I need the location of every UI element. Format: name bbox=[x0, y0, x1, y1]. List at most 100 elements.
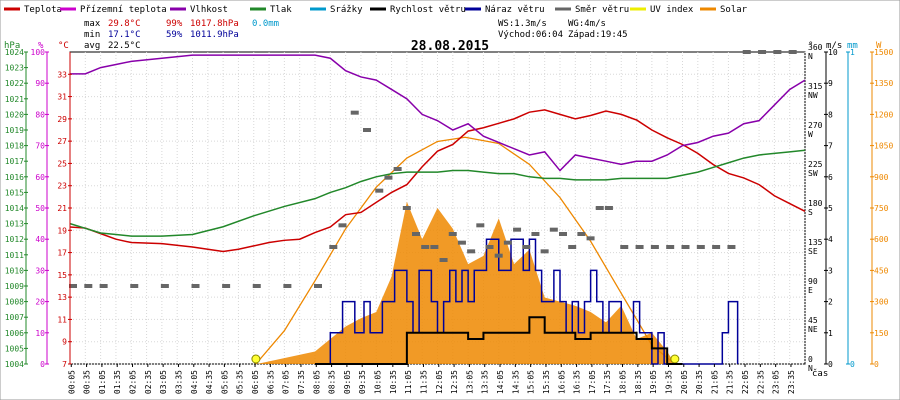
humidity-axis-tick-label: 90 bbox=[35, 79, 45, 88]
stat-min-press: 1011.9hPa bbox=[190, 30, 239, 40]
pressure-axis-tick-label: 1021 bbox=[5, 95, 24, 104]
direction-compass-label: N bbox=[808, 364, 813, 373]
x-tick-label: 04:35 bbox=[205, 370, 214, 394]
wind-direction-mark bbox=[457, 240, 466, 245]
temperature-axis-tick-label: 9 bbox=[62, 338, 67, 347]
wind-direction-mark bbox=[384, 175, 393, 180]
humidity-axis-tick-label: 40 bbox=[35, 235, 45, 244]
wind-axis-tick-label: 0 bbox=[828, 360, 833, 369]
wind-direction-mark bbox=[375, 188, 384, 193]
wind-direction-mark bbox=[586, 236, 595, 241]
x-tick-label: 08:35 bbox=[328, 370, 337, 394]
wind-direction-mark bbox=[338, 223, 347, 228]
solar-theoretical-line bbox=[255, 136, 676, 365]
temperature-axis-tick-label: 17 bbox=[57, 249, 67, 258]
legend-label: Srážky bbox=[330, 5, 363, 15]
sunrise-marker bbox=[251, 354, 261, 364]
temperature-axis-tick-label: 13 bbox=[57, 293, 67, 302]
legend-label: Tlak bbox=[270, 5, 292, 15]
legend-label: Vlhkost bbox=[190, 5, 228, 15]
stats-panel: max 29.8°C 99% 1017.8hPa 0.0mm min 17.1°C 59% 10… bbox=[84, 19, 628, 51]
wind-direction-mark bbox=[430, 245, 439, 249]
x-tick-label: 22:35 bbox=[756, 370, 765, 394]
pressure-axis-tick-label: 1023 bbox=[5, 64, 24, 73]
stat-min-label: min bbox=[84, 30, 100, 40]
rain-unit: mm bbox=[847, 41, 858, 51]
x-tick-label: 05:05 bbox=[220, 370, 229, 394]
x-tick-label: 09:35 bbox=[358, 370, 367, 394]
wind-direction-mark bbox=[522, 245, 531, 249]
temperature-line bbox=[69, 109, 806, 253]
stat-max-press: 1017.8hPa bbox=[190, 19, 239, 29]
direction-tick-label: 225 bbox=[808, 160, 823, 169]
direction-tick-label: 45 bbox=[808, 316, 818, 325]
wind-direction-mark bbox=[448, 232, 457, 236]
wind-direction-mark bbox=[540, 249, 549, 254]
stat-max-label: max bbox=[84, 19, 101, 29]
wind-axis-tick-label: 8 bbox=[828, 110, 833, 119]
x-tick-label: 12:05 bbox=[435, 370, 444, 394]
wind-direction-mark bbox=[788, 50, 797, 54]
x-tick-label: 00:05 bbox=[67, 370, 76, 394]
solar-axis-tick-label: 150 bbox=[874, 329, 889, 338]
wind-unit: m/s bbox=[826, 41, 842, 51]
x-tick-label: 21:05 bbox=[710, 370, 719, 394]
wind-direction-mark bbox=[681, 245, 690, 249]
wind-direction-mark bbox=[773, 50, 782, 54]
wind-direction-mark bbox=[635, 245, 644, 249]
pressure-axis-tick-label: 1009 bbox=[5, 282, 24, 291]
wind-direction-mark bbox=[559, 232, 567, 236]
temperature-axis-tick-label: 29 bbox=[57, 115, 67, 124]
legend-label: Přízemní teplota bbox=[80, 5, 167, 15]
legend-label: UV index bbox=[650, 5, 694, 15]
x-tick-label: 07:05 bbox=[282, 370, 291, 394]
wind-direction-mark bbox=[531, 232, 540, 236]
humidity-line bbox=[70, 54, 806, 172]
x-tick-label: 12:35 bbox=[450, 370, 459, 394]
humidity-axis-tick-label: 70 bbox=[35, 142, 45, 151]
stat-min-hum: 59% bbox=[166, 30, 183, 40]
direction-tick-label: 315 bbox=[808, 82, 823, 91]
wind-direction-mark bbox=[666, 245, 675, 249]
wind-direction-mark bbox=[467, 249, 476, 254]
pressure-axis-tick-label: 1015 bbox=[5, 188, 24, 197]
stat-sunrise: Východ:06:04 bbox=[498, 30, 563, 40]
direction-tick-label: 135 bbox=[808, 238, 823, 247]
wind-direction-mark bbox=[712, 245, 721, 249]
wind-axis-tick-label: 10 bbox=[828, 48, 838, 57]
x-tick-label: 00:35 bbox=[83, 370, 92, 394]
legend-label: Teplota bbox=[24, 5, 62, 15]
wind-direction-mark bbox=[758, 50, 767, 54]
wind-speed-line bbox=[315, 316, 683, 365]
x-tick-label: 11:35 bbox=[419, 370, 428, 394]
pressure-axis-tick-label: 1020 bbox=[5, 110, 24, 119]
wind-direction-mark bbox=[494, 253, 503, 258]
wind-direction-mark bbox=[439, 258, 448, 262]
wind-direction-mark bbox=[191, 284, 200, 288]
wind-direction-mark bbox=[742, 50, 751, 54]
solar-axis-tick-label: 450 bbox=[874, 266, 889, 275]
wind-direction-mark bbox=[69, 284, 77, 288]
humidity-axis-tick-label: 100 bbox=[31, 48, 46, 57]
temperature-axis-tick-label: 19 bbox=[57, 226, 67, 235]
x-tick-label: 16:05 bbox=[557, 370, 566, 394]
direction-compass-label: N bbox=[808, 52, 813, 61]
x-tick-label: 03:05 bbox=[159, 370, 168, 394]
x-tick-label: 11:05 bbox=[404, 370, 413, 394]
temperature-axis-tick-label: 23 bbox=[57, 182, 67, 191]
solar-area-series bbox=[256, 201, 675, 364]
stat-ws: WS:1.3m/s bbox=[498, 19, 547, 29]
direction-tick-label: 90 bbox=[808, 277, 818, 286]
humidity-axis-tick-label: 50 bbox=[35, 204, 45, 213]
wind-direction-mark bbox=[130, 284, 139, 288]
wind-direction-mark bbox=[363, 128, 371, 132]
temperature-axis-tick-label: 27 bbox=[57, 137, 67, 146]
pressure-axis-tick-label: 1016 bbox=[5, 173, 24, 182]
pressure-axis-tick-label: 1018 bbox=[5, 142, 24, 151]
wind-direction-mark bbox=[577, 232, 586, 236]
solar-axis-tick-label: 1500 bbox=[874, 48, 893, 57]
wind-direction-mark bbox=[222, 284, 231, 288]
x-tick-label: 10:35 bbox=[389, 370, 398, 394]
stat-max-temp: 29.8°C bbox=[108, 19, 141, 29]
